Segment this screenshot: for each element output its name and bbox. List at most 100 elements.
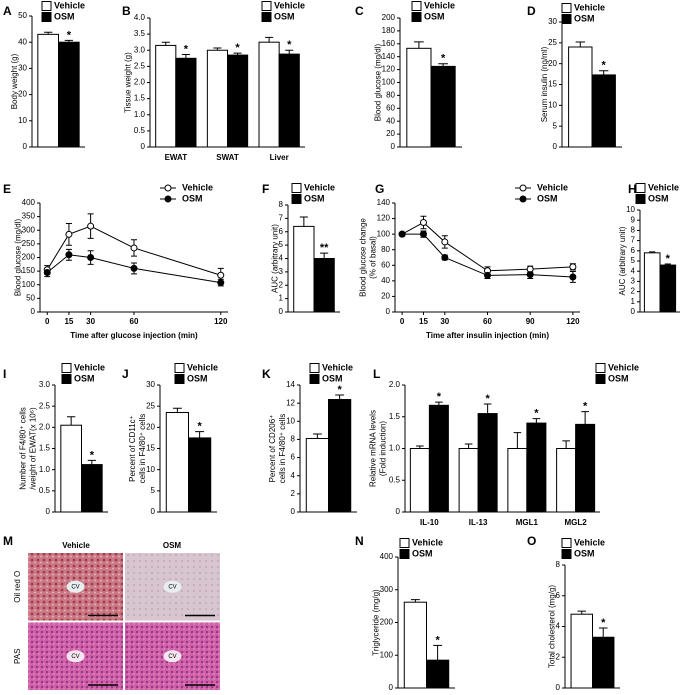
y-tick-label: 1.0 xyxy=(134,110,146,119)
legend-label: OSM xyxy=(574,13,595,23)
error-bar xyxy=(414,41,424,49)
bar xyxy=(592,636,615,689)
y-tick-label: 10 xyxy=(146,465,155,474)
y-tick-label: 250 xyxy=(22,239,36,248)
y-tick-label: 3.0 xyxy=(134,45,146,54)
bar xyxy=(591,74,616,148)
y-tick-label: 0 xyxy=(291,507,296,516)
y-tick-label: 400 xyxy=(22,198,36,207)
point xyxy=(569,273,577,281)
significance: * xyxy=(534,408,539,420)
error-bar xyxy=(416,445,424,449)
significance: * xyxy=(583,401,588,413)
error-bar xyxy=(299,216,308,227)
y-axis-label: /weight of EWAT(x 10⁶) xyxy=(28,407,37,490)
y-tick-label: 80 xyxy=(386,91,395,100)
y-tick-label: 9 xyxy=(631,215,636,224)
legend-label: OSM xyxy=(304,193,325,203)
error-bar xyxy=(649,251,656,253)
error-bar xyxy=(483,403,492,414)
panel-letter: A xyxy=(3,4,12,18)
y-tick-label: 0 xyxy=(46,507,51,516)
bar xyxy=(403,601,427,689)
legend-label: Vehicle xyxy=(304,182,335,192)
central-vein xyxy=(163,650,182,663)
x-axis-label: Time after insulin injection (min) xyxy=(426,331,549,340)
error-bar xyxy=(464,443,473,449)
cv-label: CV xyxy=(71,584,79,590)
panel-letter: N xyxy=(355,534,364,548)
bar xyxy=(188,437,212,513)
y-tick-label: 4 xyxy=(556,622,561,631)
point xyxy=(398,230,406,238)
legend-swatch xyxy=(399,549,410,559)
x-tick-label: 30 xyxy=(86,317,95,326)
bar xyxy=(155,44,177,148)
y-tick-label: 5 xyxy=(151,486,156,495)
y-tick-label: 6 xyxy=(556,591,561,600)
error-bar xyxy=(410,599,420,603)
point xyxy=(217,279,225,287)
legend-label: Vehicle xyxy=(537,182,568,192)
legend-label: OSM xyxy=(74,373,95,383)
legend-label: OSM xyxy=(648,193,669,203)
y-tick-label: 5 xyxy=(631,256,636,265)
y-tick-label: 2.5 xyxy=(39,401,51,410)
legend-label: Vehicle xyxy=(412,537,443,547)
x-tick-label: EWAT xyxy=(165,153,188,162)
row-title: Oil red O xyxy=(13,571,22,603)
y-axis-label: Serum insulin (ng/ml) xyxy=(540,46,549,122)
y-tick-label: 80 xyxy=(381,245,390,254)
legend-label: OSM xyxy=(574,548,595,558)
bar xyxy=(37,33,60,148)
x-tick-label: IL-10 xyxy=(420,518,439,527)
y-axis-label: Blood glucose (mg/dl) xyxy=(13,218,22,296)
legend-label: OSM xyxy=(608,373,629,383)
bar xyxy=(575,423,596,513)
x-tick-label: 15 xyxy=(64,317,73,326)
y-tick-label: 2 xyxy=(556,652,561,661)
panel-letter: J xyxy=(122,367,129,381)
y-tick-label: 160 xyxy=(382,39,396,48)
bar xyxy=(293,225,315,313)
y-axis-label: Number of F4/80⁺ cells xyxy=(18,407,27,489)
y-tick-label: 25 xyxy=(146,401,155,410)
y-tick-label: 40 xyxy=(381,276,390,285)
y-tick-label: 8 xyxy=(556,560,561,569)
y-tick-label: 8 xyxy=(291,435,296,444)
y-tick-label: 20 xyxy=(18,90,27,99)
y-tick-label: 0 xyxy=(553,142,558,151)
central-vein xyxy=(163,580,182,593)
y-axis-label: Blood glucose change xyxy=(358,218,367,297)
legend-swatch xyxy=(595,374,606,384)
y-tick-label: 1.5 xyxy=(39,444,51,453)
y-tick-label: 0 xyxy=(631,307,636,316)
y-tick-label: 200 xyxy=(380,618,394,627)
y-tick-label: 2 xyxy=(291,489,296,498)
cv-label: CV xyxy=(168,654,176,660)
point xyxy=(569,263,577,271)
significance: * xyxy=(235,42,240,54)
legend-swatch xyxy=(291,183,302,193)
central-vein xyxy=(66,580,85,593)
legend-swatch xyxy=(174,374,185,384)
bar xyxy=(313,258,335,313)
legend-label: Vehicle xyxy=(574,537,605,547)
error-bar xyxy=(172,407,182,413)
y-tick-label: 2.0 xyxy=(389,380,401,389)
significance: * xyxy=(197,420,202,432)
panel-letter: D xyxy=(527,4,536,18)
significance: * xyxy=(337,384,342,396)
legend-label: Vehicle xyxy=(54,0,85,10)
y-tick-label: 100 xyxy=(377,229,391,238)
y-tick-label: 0.5 xyxy=(134,126,146,135)
point xyxy=(484,271,491,279)
error-bar xyxy=(265,36,274,43)
legend-label: OSM xyxy=(412,548,433,558)
y-tick-label: 2 xyxy=(279,280,284,289)
y-tick-label: 10 xyxy=(286,416,295,425)
x-axis-label: Time after glucose injection (min) xyxy=(70,331,198,340)
y-tick-label: 2 xyxy=(631,287,636,296)
legend-marker xyxy=(519,184,527,192)
